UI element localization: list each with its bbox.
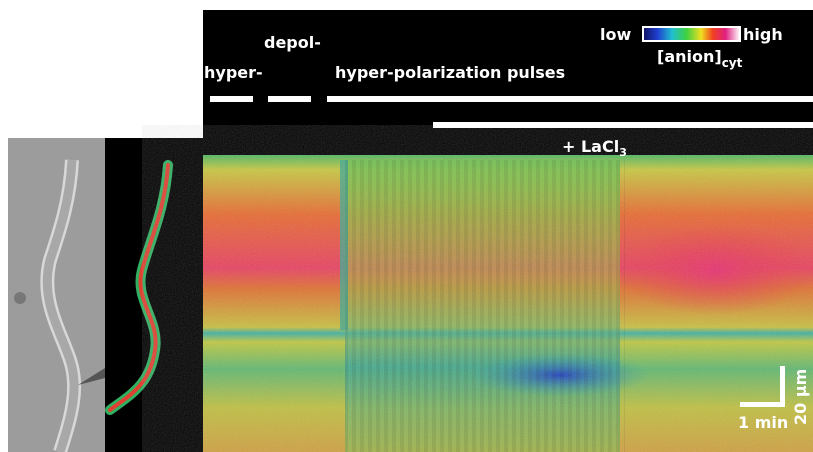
- kymograph-noise: [203, 155, 813, 452]
- colorbar-high: high: [743, 25, 783, 44]
- depol-bar: [268, 96, 311, 102]
- quantity-subscript: cyt: [722, 56, 743, 70]
- length-scale-label: 20 µm: [791, 369, 810, 425]
- lacl-label: + LaCl3: [562, 137, 627, 159]
- hypha-core: [108, 163, 170, 412]
- pulses-bar: [327, 96, 813, 102]
- pulses-label: hyper-polarization pulses: [335, 63, 565, 82]
- lacl-subscript: 3: [619, 146, 627, 159]
- colorbar-label: [anion]cyt: [657, 47, 743, 70]
- hypha-inner: [42, 159, 79, 452]
- electrode: [78, 368, 105, 385]
- length-scale-bar: [780, 366, 785, 407]
- colorbar: [642, 26, 741, 42]
- colorbar-low: low: [600, 25, 631, 44]
- particle: [14, 292, 26, 304]
- time-scale-bar: [740, 402, 782, 407]
- lacl: + LaCl: [562, 137, 619, 156]
- time-scale-label: 1 min: [738, 413, 788, 432]
- hyper-bar: [210, 96, 253, 102]
- hyper-label: hyper-: [204, 63, 263, 82]
- depol-label: depol-: [264, 33, 321, 52]
- lacl-bar: [433, 122, 813, 128]
- quantity: [anion]: [657, 47, 722, 66]
